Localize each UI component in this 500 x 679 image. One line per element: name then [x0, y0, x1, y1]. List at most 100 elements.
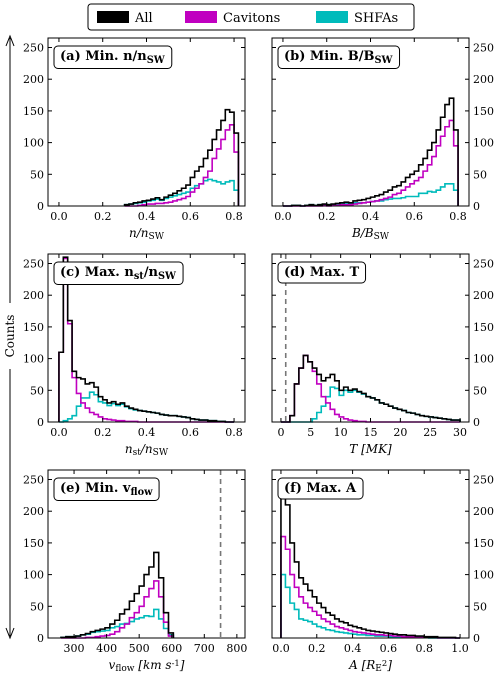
- xtick-label-b: 0.6: [406, 210, 424, 223]
- ytick-label-f: 150: [473, 537, 494, 550]
- panel-title-a: (a) Min. n/nSW: [60, 49, 166, 66]
- xtick-label-f: 0.4: [344, 642, 362, 655]
- ytick-label-b: 0: [473, 200, 480, 213]
- xtick-label-e: 600: [161, 642, 182, 655]
- ytick-label-d: 100: [473, 353, 494, 366]
- ytick-label-c: 200: [23, 289, 44, 302]
- ytick-label-a: 0: [37, 200, 44, 213]
- xlabel-e: vflow [km s-1]: [109, 658, 185, 674]
- ytick-label-a: 150: [23, 105, 44, 118]
- legend-label-shfas: SHFAs: [354, 11, 398, 26]
- legend-label-cavitons: Cavitons: [223, 11, 280, 26]
- ytick-label-d: 0: [473, 416, 480, 429]
- panel-title-e: (e) Min. vflow: [60, 481, 153, 498]
- legend-label-all: All: [134, 11, 153, 26]
- xtick-label-c: 0.0: [50, 426, 68, 439]
- panel-b: 0.0 0.2 0.4 0.6 0.8 0 50 100 150 200 250 B/BSW (b) M…: [271, 37, 494, 242]
- counts-arrow-head-bottom: [5, 627, 15, 640]
- ytick-label-c: 0: [37, 416, 44, 429]
- xtick-label-c: 0.6: [182, 426, 200, 439]
- xtick-label-d: 10: [334, 426, 348, 439]
- xtick-label-a: 0.6: [182, 210, 200, 223]
- ytick-label-e: 100: [23, 569, 44, 582]
- ytick-label-d: 50: [473, 384, 487, 397]
- ytick-label-c: 50: [30, 384, 44, 397]
- xtick-label-d: 20: [393, 426, 407, 439]
- xtick-label-c: 0.4: [138, 426, 156, 439]
- series-shfas-e: [60, 608, 175, 639]
- panel-title-d: (d) Max. T: [284, 265, 360, 280]
- xlabel-f: A [RE2]: [348, 658, 392, 674]
- xlabel-a: n/nSW: [129, 226, 165, 242]
- ytick-label-d: 250: [473, 258, 494, 271]
- ytick-label-e: 250: [23, 474, 44, 487]
- xtick-label-e: 800: [226, 642, 247, 655]
- ytick-label-f: 0: [473, 632, 480, 645]
- axes-frame-f: [271, 469, 470, 639]
- ytick-label-f: 200: [473, 505, 494, 518]
- ytick-label-e: 200: [23, 505, 44, 518]
- xtick-label-e: 300: [64, 642, 85, 655]
- ytick-label-b: 150: [473, 105, 494, 118]
- legend-swatch-all: [97, 11, 129, 23]
- xtick-label-d: 15: [364, 426, 378, 439]
- series-all-f: [280, 478, 461, 639]
- axes-frame-e: [47, 469, 246, 639]
- series-cavitons-e: [61, 580, 175, 639]
- ytick-label-a: 100: [23, 137, 44, 150]
- xtick-label-f: 0.2: [308, 642, 326, 655]
- xtick-label-e: 700: [194, 642, 215, 655]
- legend-swatch-cavitons: [185, 11, 217, 23]
- series-all-b: [282, 97, 459, 207]
- xtick-label-f: 1.0: [451, 642, 469, 655]
- ytick-label-e: 50: [30, 600, 44, 613]
- xtick-label-d: 5: [307, 426, 314, 439]
- series-all-d: [280, 354, 461, 423]
- counts-label: Counts: [3, 315, 17, 358]
- panel-title-box-d: [277, 261, 367, 284]
- ytick-label-b: 200: [473, 73, 494, 86]
- xtick-label-a: 0.2: [94, 210, 112, 223]
- panel-title-box-a: [53, 45, 173, 69]
- xtick-label-c: 0.8: [225, 426, 243, 439]
- series-all-c: [58, 256, 235, 423]
- xtick-label-b: 0.0: [274, 210, 292, 223]
- xtick-label-c: 0.2: [94, 426, 112, 439]
- xlabel-b: B/BSW: [351, 226, 390, 242]
- panel-title-c: (c) Max. nst/nSW: [60, 265, 177, 282]
- panel-c: 0.0 0.2 0.4 0.6 0.8 0 50 100 150 200 250 nst/nSW (c)…: [23, 253, 246, 458]
- xtick-label-a: 0.8: [225, 210, 243, 223]
- xtick-label-e: 500: [129, 642, 150, 655]
- legend: All Cavitons SHFAs: [87, 3, 415, 31]
- ytick-label-d: 200: [473, 289, 494, 302]
- series-cavitons-d: [280, 354, 461, 423]
- xtick-label-b: 0.4: [362, 210, 380, 223]
- shared-ylabel: Counts: [3, 34, 17, 640]
- xtick-label-e: 400: [96, 642, 117, 655]
- panel-title-b: (b) Min. B/BSW: [284, 49, 394, 66]
- xtick-label-a: 0.4: [138, 210, 156, 223]
- ytick-label-f: 50: [473, 600, 487, 613]
- xlabel-d: T [MK]: [349, 442, 392, 456]
- series-cavitons-b: [282, 119, 459, 207]
- series-all-a: [123, 108, 240, 206]
- ytick-label-c: 250: [23, 258, 44, 271]
- counts-arrow-head-top: [5, 34, 15, 47]
- ytick-label-c: 100: [23, 353, 44, 366]
- ytick-label-a: 200: [23, 73, 44, 86]
- xlabel-c: nst/nSW: [125, 442, 169, 458]
- panel-title-box-c: [53, 261, 184, 285]
- xtick-label-f: 0.0: [272, 642, 290, 655]
- panel-a: 0.0 0.2 0.4 0.6 0.8 0 50 100 150 200 250 n/nSW (a) M…: [23, 37, 246, 242]
- xtick-label-f: 0.6: [380, 642, 398, 655]
- ytick-label-c: 150: [23, 321, 44, 334]
- series-all-e: [60, 551, 175, 639]
- ytick-label-d: 150: [473, 321, 494, 334]
- panel-title-box-f: [277, 477, 364, 500]
- legend-swatch-shfas: [316, 11, 348, 23]
- ytick-label-f: 250: [473, 474, 494, 487]
- ytick-label-e: 0: [37, 632, 44, 645]
- ytick-label-b: 250: [473, 42, 494, 55]
- panel-title-f: (f) Max. A: [284, 481, 357, 496]
- xtick-label-b: 0.8: [449, 210, 467, 223]
